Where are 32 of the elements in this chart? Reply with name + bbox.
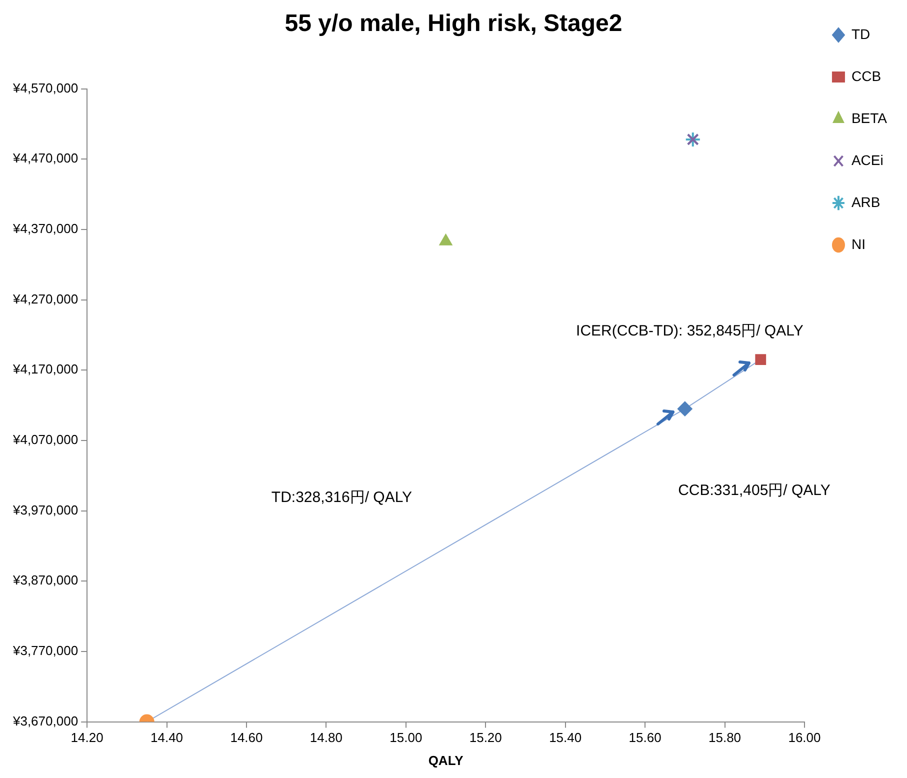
x-tick-label: 15.60	[628, 730, 662, 746]
x-tick-label: 15.40	[549, 730, 582, 746]
legend-label: TD	[851, 26, 870, 42]
legend-label: NI	[851, 236, 866, 252]
legend-label: BETA	[851, 110, 888, 126]
y-tick-label: ¥4,470,000	[12, 150, 78, 166]
x-tick-label: 15.80	[708, 730, 742, 746]
annotation: ICER(CCB-TD): 352,845円/ QALY	[576, 322, 804, 340]
y-tick-label: ¥4,170,000	[12, 362, 78, 377]
y-tick-label: ¥4,370,000	[12, 221, 78, 236]
y-tick-label: ¥4,270,000	[12, 291, 78, 306]
y-tick-label: ¥3,970,000	[12, 502, 78, 518]
legend-label: ARB	[851, 194, 880, 210]
y-tick-label: ¥4,570,000	[12, 80, 78, 96]
legend-label: ACEi	[851, 152, 884, 168]
annotation: CCB:331,405円/ QALY	[678, 482, 830, 499]
x-tick-label: 14.60	[230, 730, 263, 746]
x-tick-label: 16.00	[788, 730, 821, 746]
y-tick-label: ¥3,770,000	[12, 643, 78, 658]
x-tick-label: 14.20	[70, 730, 104, 746]
chart-title: 55 y/o male, High risk, Stage2	[284, 10, 622, 38]
x-tick-label: 15.20	[469, 730, 502, 746]
x-tick-label: 14.40	[150, 730, 184, 746]
legend-label: CCB	[851, 68, 882, 84]
y-tick-label: ¥4,070,000	[12, 432, 78, 448]
x-tick-label: 14.80	[310, 730, 342, 746]
y-tick-label: ¥3,870,000	[12, 572, 78, 588]
x-axis-title: QALY	[428, 752, 464, 768]
point	[439, 234, 452, 246]
y-tick-label: ¥3,670,000	[12, 713, 78, 728]
annotation: TD:328,316円/ QALY	[271, 488, 412, 506]
x-tick-label: 15.00	[390, 730, 422, 746]
